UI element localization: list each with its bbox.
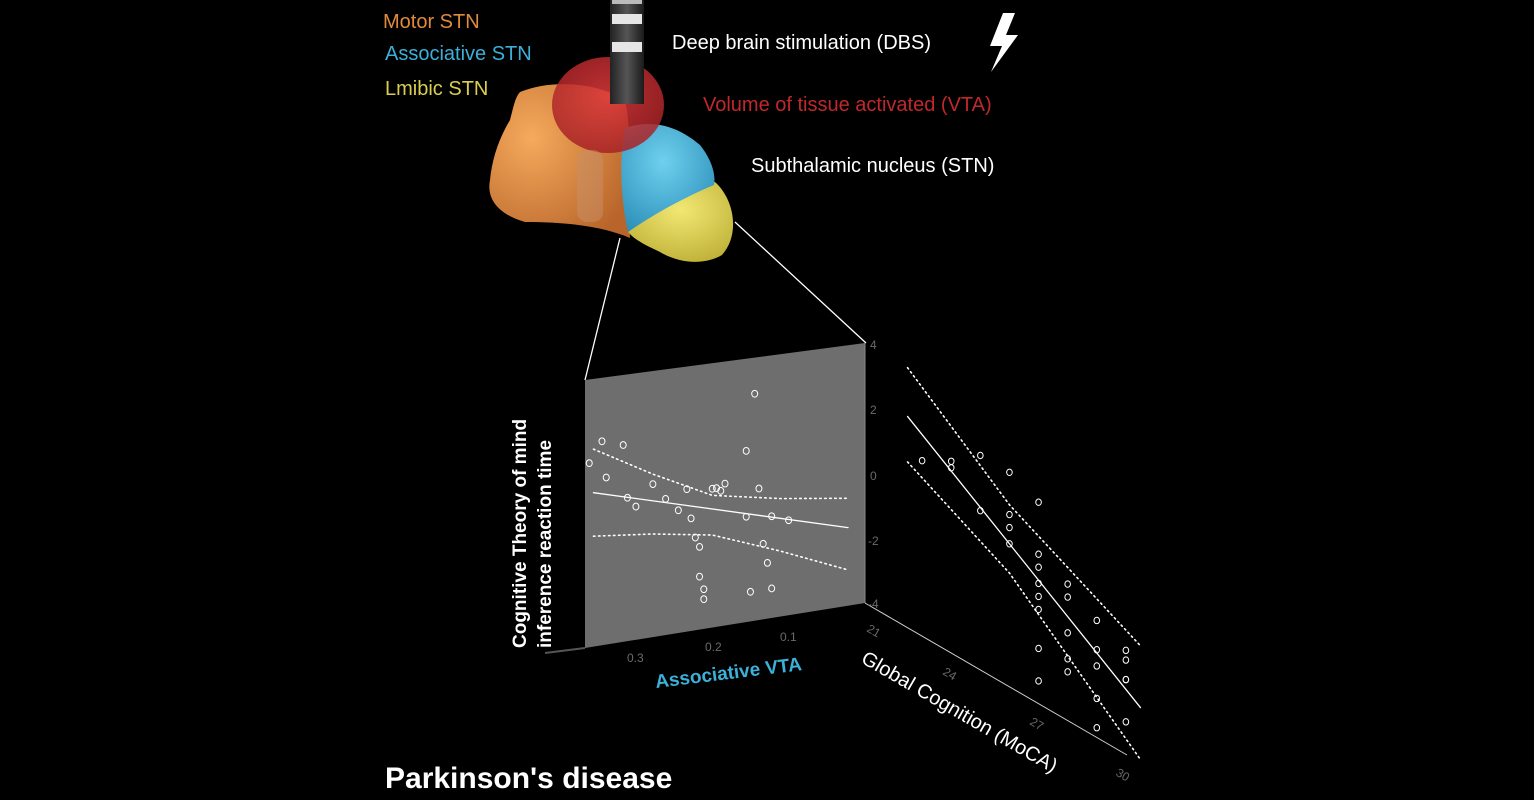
data-point: [1122, 646, 1130, 655]
data-point: [1006, 540, 1013, 548]
y-tick-label: -4: [868, 597, 879, 611]
data-point: [742, 446, 750, 455]
data-point: [746, 587, 754, 596]
data-point: [708, 484, 716, 493]
data-point: [674, 506, 682, 515]
y-tick-label: 2: [870, 403, 877, 417]
data-point: [602, 473, 610, 482]
data-point: [1035, 563, 1042, 571]
data-point: [700, 585, 708, 594]
confidence-band-lower: [592, 533, 849, 571]
data-point: [687, 514, 695, 523]
lead-contact-ghost: [577, 150, 603, 222]
data-point: [755, 484, 763, 493]
data-point: [1064, 668, 1071, 676]
panel-shadow-edge: [544, 647, 586, 654]
y-axis-title-line1: Cognitive Theory of mind: [510, 419, 531, 648]
zoom-line-right: [734, 221, 867, 344]
data-point: [598, 437, 606, 446]
data-point: [1064, 629, 1071, 637]
data-point: [1064, 580, 1071, 588]
y-tick-label: -2: [868, 534, 879, 548]
vta-sphere: [552, 57, 664, 153]
moca-tick-label: 27: [1028, 714, 1047, 733]
data-point: [696, 572, 704, 581]
data-point: [977, 451, 984, 460]
data-point: [763, 558, 771, 567]
stn-label: Subthalamic nucleus (STN): [751, 155, 994, 177]
x-axis-title: Associative VTA: [654, 654, 803, 693]
data-point: [1035, 592, 1042, 601]
limbic-stn-region: [628, 182, 734, 262]
data-point: [649, 480, 657, 489]
data-point: [918, 456, 926, 465]
x-tick-label: 0.3: [627, 651, 644, 665]
legend-limbic-stn: Lmibic STN: [385, 78, 488, 100]
dbs-electrode: [610, 0, 644, 104]
y-ticks: 4 2 0 -2 -4: [868, 338, 879, 611]
zoom-line-left: [584, 237, 621, 381]
moca-tick-label: 21: [865, 621, 884, 640]
data-point: [1122, 656, 1130, 664]
data-point: [947, 457, 955, 465]
moca-ticks: 21 24 27 30: [865, 621, 1133, 784]
associative-stn-region: [621, 124, 715, 232]
moca-tick-label: 24: [941, 664, 960, 683]
x-tick-label: 0.2: [705, 640, 722, 654]
dbs-label: Deep brain stimulation (DBS): [672, 32, 931, 54]
data-point: [632, 502, 640, 511]
y-tick-label: 4: [870, 338, 877, 352]
data-point: [1035, 677, 1042, 685]
data-point: [1093, 694, 1101, 703]
data-point: [1122, 718, 1130, 726]
data-point: [1093, 616, 1101, 625]
data-point: [1006, 468, 1013, 477]
regression-line: [906, 415, 1142, 709]
legend-associative-stn: Associative STN: [385, 43, 532, 65]
regression-line: [592, 492, 849, 529]
data-point: [1093, 724, 1101, 732]
data-point: [751, 389, 759, 398]
data-point: [700, 595, 708, 604]
confidence-band-upper: [906, 366, 1142, 647]
data-point: [1006, 510, 1013, 519]
y-axis-title: Cognitive Theory of mind inference react…: [510, 414, 556, 648]
stn-illustration: [489, 0, 734, 262]
data-point: [585, 459, 593, 468]
front-scatter: [585, 389, 849, 604]
data-point: [768, 584, 776, 593]
plot-3d: 0.3 0.2 0.1 4 2 0 -2 -4 21 24 27 30 Asso…: [510, 338, 1142, 784]
data-point: [1035, 644, 1042, 653]
moca-tick-label: 30: [1114, 765, 1133, 784]
data-point: [1093, 662, 1101, 670]
y-axis-title-line2: inference reaction time: [535, 440, 556, 648]
data-point: [1035, 605, 1042, 614]
vta-label: Volume of tissue activated (VTA): [703, 94, 992, 116]
confidence-band-lower: [906, 461, 1142, 761]
moca-axis-title: Global Cognition (MoCA): [858, 647, 1062, 777]
data-point: [1064, 593, 1071, 601]
data-point: [1035, 498, 1042, 506]
legend-motor-stn: Motor STN: [383, 11, 480, 33]
moca-axis-line: [864, 602, 1128, 756]
data-point: [717, 486, 725, 495]
data-point: [1006, 523, 1013, 532]
data-point: [1035, 550, 1042, 558]
front-x-ticks: 0.3 0.2 0.1: [627, 630, 797, 665]
x-tick-label: 0.1: [780, 630, 797, 644]
data-point: [721, 479, 729, 488]
y-tick-label: 0: [870, 469, 877, 483]
data-point: [619, 441, 627, 449]
data-point: [696, 542, 704, 551]
lightning-bolt-icon: [990, 13, 1018, 72]
page-title: Parkinson's disease: [385, 762, 672, 795]
side-scatter: [906, 366, 1142, 761]
data-point: [1122, 675, 1130, 684]
